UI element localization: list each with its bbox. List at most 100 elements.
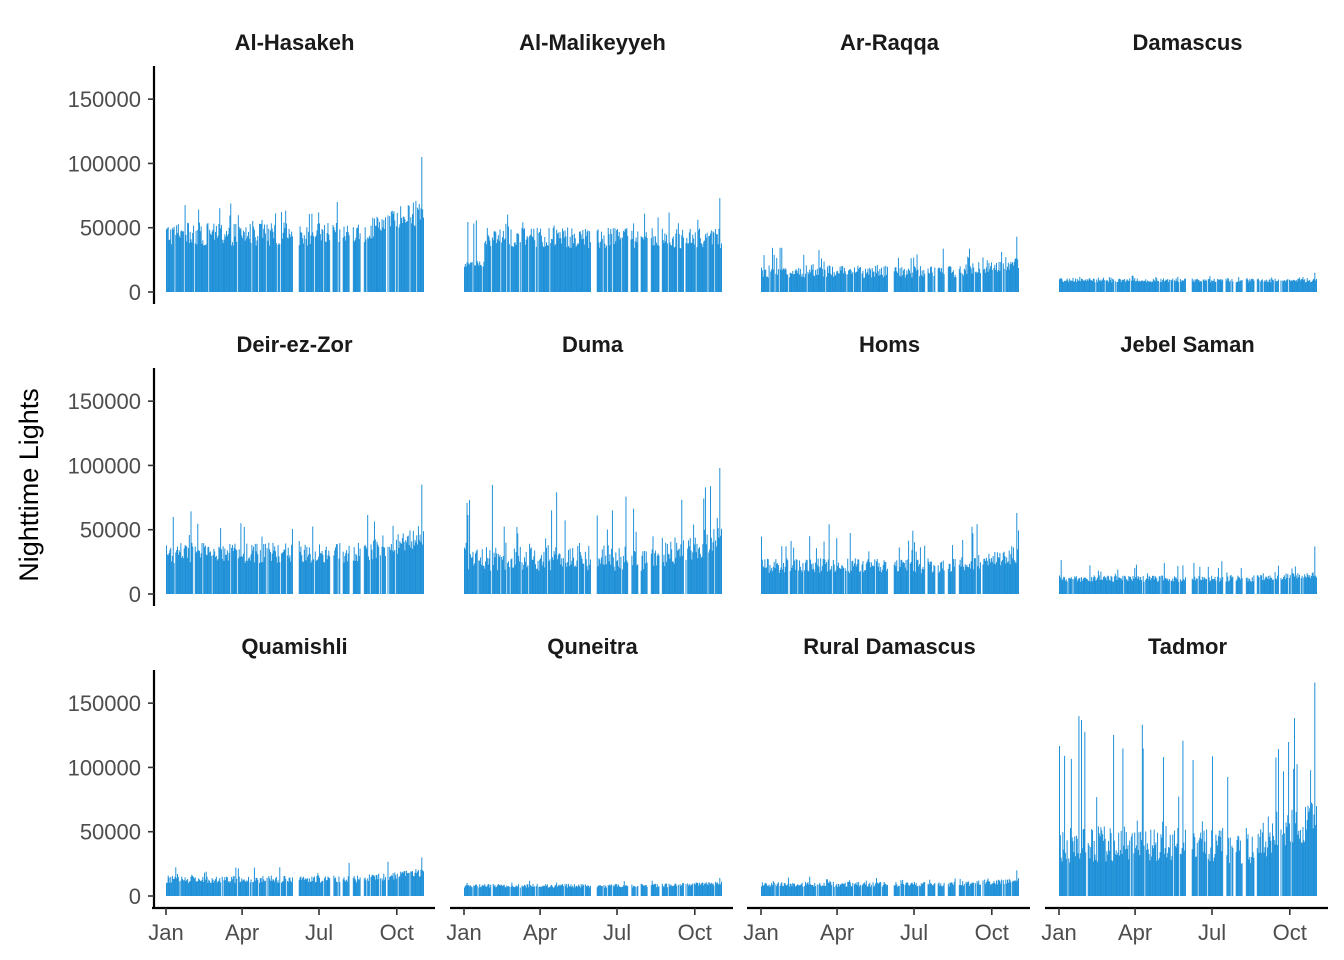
bar — [401, 873, 403, 896]
x-tick-label: Jul — [603, 920, 631, 945]
bar — [881, 886, 883, 896]
bar — [955, 276, 957, 292]
bar — [289, 234, 291, 292]
bar — [404, 870, 406, 896]
bar — [767, 277, 769, 292]
bar — [234, 543, 236, 594]
bar — [1070, 280, 1072, 292]
bar — [503, 526, 505, 594]
bar — [274, 546, 276, 594]
bar — [879, 882, 881, 896]
bar — [970, 883, 972, 896]
bar — [378, 873, 380, 896]
bar — [886, 885, 888, 896]
bar — [390, 875, 392, 896]
bar — [214, 239, 216, 292]
bar — [502, 885, 504, 896]
bar — [850, 885, 852, 896]
bar — [765, 882, 767, 896]
bar — [646, 886, 648, 896]
bar — [767, 885, 769, 896]
bar — [854, 883, 856, 896]
bar — [549, 559, 551, 594]
bar — [869, 267, 871, 292]
bar — [417, 207, 419, 292]
bar — [300, 546, 302, 594]
bar — [779, 247, 781, 292]
bar — [1175, 278, 1177, 292]
bar — [343, 226, 345, 292]
bar — [1005, 563, 1007, 594]
bar — [1239, 840, 1241, 896]
bar — [1083, 280, 1085, 292]
bar — [1098, 280, 1100, 292]
bar — [535, 564, 536, 594]
bar — [1079, 276, 1081, 292]
bar — [501, 884, 503, 896]
bar — [636, 886, 638, 896]
bar — [308, 554, 310, 594]
bar — [472, 551, 474, 594]
bar — [996, 884, 998, 896]
bar — [356, 882, 358, 896]
bar — [908, 885, 910, 896]
bar — [1086, 578, 1088, 594]
bar — [837, 565, 839, 594]
bar — [255, 877, 257, 896]
bar — [765, 567, 767, 594]
bar — [836, 538, 838, 594]
bar — [405, 540, 407, 594]
bar — [687, 883, 689, 896]
bar — [524, 561, 526, 594]
bar — [997, 879, 999, 896]
bar — [216, 237, 218, 292]
bar — [1111, 860, 1113, 896]
bar — [379, 222, 381, 292]
bar — [1107, 575, 1109, 594]
bar — [651, 880, 653, 896]
bar — [954, 559, 956, 594]
bar — [524, 884, 526, 896]
bar — [382, 227, 384, 292]
bar — [1294, 576, 1296, 594]
bar — [640, 570, 642, 594]
bar — [672, 561, 674, 594]
bar — [856, 271, 858, 292]
bar — [538, 887, 540, 896]
bar — [491, 484, 493, 594]
bar — [413, 545, 415, 594]
bar — [423, 871, 424, 896]
bar — [524, 885, 526, 896]
bar — [606, 564, 608, 594]
bar — [544, 567, 546, 594]
bar — [177, 876, 179, 896]
bar — [529, 236, 531, 292]
bar — [1239, 850, 1241, 896]
bar — [900, 559, 902, 594]
bar — [1272, 280, 1274, 292]
bar — [666, 883, 668, 896]
bar — [794, 886, 796, 896]
bar — [1283, 280, 1285, 292]
bar — [1061, 580, 1063, 594]
bar — [229, 543, 231, 594]
bar — [233, 876, 235, 896]
bar — [1274, 844, 1276, 896]
bar — [1140, 577, 1142, 594]
bar — [487, 235, 489, 292]
bar — [1173, 280, 1175, 292]
bar — [765, 269, 767, 292]
bar — [828, 524, 830, 594]
bar — [1257, 575, 1259, 594]
bar — [942, 560, 944, 594]
bar — [1075, 835, 1077, 896]
bar — [985, 883, 987, 896]
bar — [633, 551, 635, 594]
bar — [896, 560, 898, 594]
bar — [828, 265, 830, 292]
bar — [1074, 281, 1076, 292]
bar — [822, 885, 824, 896]
bar — [273, 550, 275, 594]
bar — [608, 561, 610, 594]
bar — [962, 273, 964, 292]
